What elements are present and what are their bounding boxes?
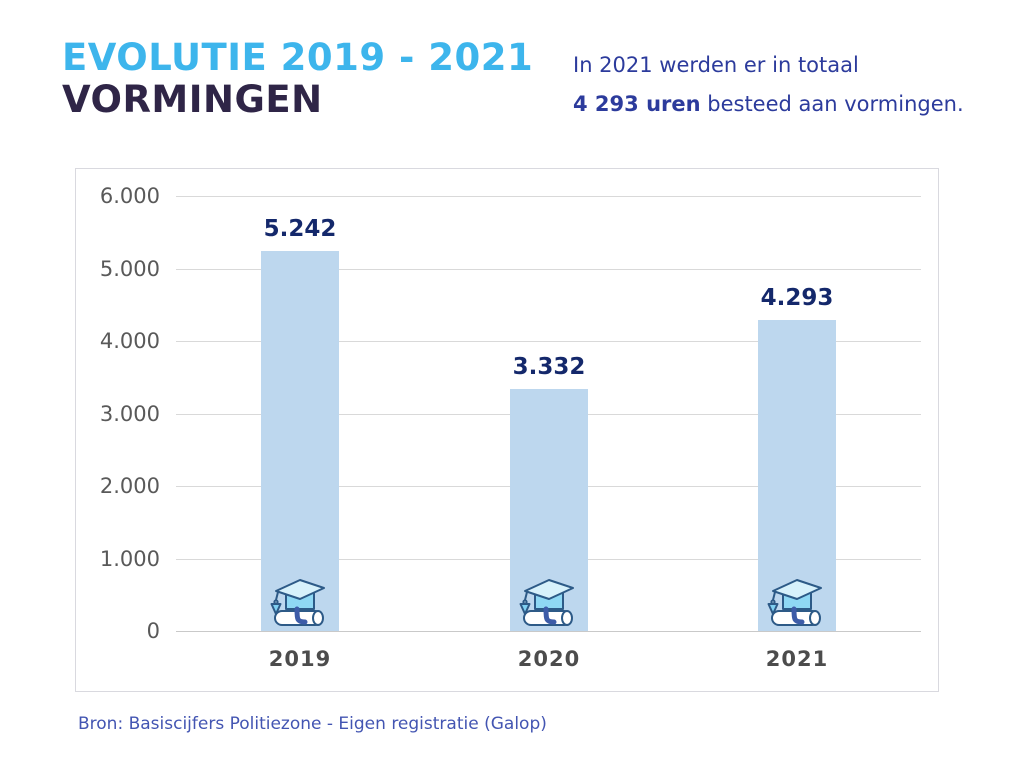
intro-rest: besteed aan vormingen. xyxy=(700,92,964,116)
gridline xyxy=(176,268,921,270)
intro-line1: In 2021 werden er in totaal xyxy=(573,53,859,77)
bar-value-label: 3.332 xyxy=(512,354,586,381)
graduation-cap-icon xyxy=(765,575,829,631)
y-axis-tick-label: 6.000 xyxy=(99,184,160,208)
chart-panel: 6.000 5.000 4.000 3.000 2.000 1.000 0 5.242 201… xyxy=(75,168,939,692)
x-axis-baseline xyxy=(176,631,921,632)
gridline xyxy=(176,196,921,197)
y-axis-tick-label: 1.000 xyxy=(99,546,160,571)
y-axis-tick-label: 4.000 xyxy=(99,329,160,353)
intro-highlight: 4 293 uren xyxy=(573,92,701,116)
x-axis-label: 2019 xyxy=(268,647,332,671)
intro-text: In 2021 werden er in totaal 4 293 uren b… xyxy=(573,46,964,124)
x-axis-label: 2020 xyxy=(517,647,581,671)
bar-chart: 6.000 5.000 4.000 3.000 2.000 1.000 0 5.242 201… xyxy=(76,169,938,691)
source-note: Bron: Basiscijfers Politiezone - Eigen r… xyxy=(78,714,547,734)
page-title-secondary: VORMINGEN xyxy=(62,78,323,121)
gridline xyxy=(176,341,921,342)
y-axis-tick-label: 5.000 xyxy=(99,256,160,281)
bar-2019 xyxy=(261,250,339,631)
graduation-cap-icon xyxy=(268,575,332,631)
page-title-accent: EVOLUTIE 2019 - 2021 xyxy=(62,36,534,79)
y-axis-tick-label: 3.000 xyxy=(99,401,160,426)
bar-value-label: 5.242 xyxy=(263,215,337,242)
y-axis-tick-label: 2.000 xyxy=(99,474,160,498)
bar-value-label: 4.293 xyxy=(760,284,834,311)
graduation-cap-icon xyxy=(517,575,581,631)
x-axis-label: 2021 xyxy=(765,647,829,671)
intro-line2: 4 293 uren besteed aan vormingen. xyxy=(573,85,964,124)
y-axis-tick-label: 0 xyxy=(146,619,160,643)
